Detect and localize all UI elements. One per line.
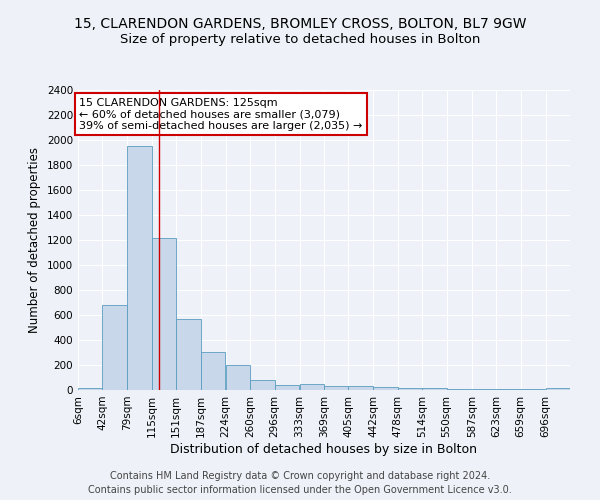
Text: 15, CLARENDON GARDENS, BROMLEY CROSS, BOLTON, BL7 9GW: 15, CLARENDON GARDENS, BROMLEY CROSS, BO… bbox=[74, 18, 526, 32]
Text: Contains HM Land Registry data © Crown copyright and database right 2024.
Contai: Contains HM Land Registry data © Crown c… bbox=[88, 471, 512, 495]
Bar bbox=[250, 380, 275, 390]
Bar bbox=[152, 238, 176, 390]
Text: Size of property relative to detached houses in Bolton: Size of property relative to detached ho… bbox=[120, 32, 480, 46]
Y-axis label: Number of detached properties: Number of detached properties bbox=[28, 147, 41, 333]
Bar bbox=[349, 386, 373, 390]
Bar bbox=[275, 385, 299, 390]
Bar bbox=[176, 319, 200, 390]
Bar bbox=[299, 384, 324, 390]
Bar bbox=[324, 386, 349, 390]
Bar bbox=[78, 388, 103, 390]
Bar bbox=[103, 305, 127, 390]
Bar bbox=[373, 387, 398, 390]
Bar bbox=[127, 146, 152, 390]
Bar bbox=[545, 388, 570, 390]
Bar bbox=[398, 388, 422, 390]
Bar bbox=[200, 352, 225, 390]
Bar bbox=[422, 388, 446, 390]
X-axis label: Distribution of detached houses by size in Bolton: Distribution of detached houses by size … bbox=[170, 442, 478, 456]
Bar bbox=[226, 365, 250, 390]
Text: 15 CLARENDON GARDENS: 125sqm
← 60% of detached houses are smaller (3,079)
39% of: 15 CLARENDON GARDENS: 125sqm ← 60% of de… bbox=[79, 98, 363, 130]
